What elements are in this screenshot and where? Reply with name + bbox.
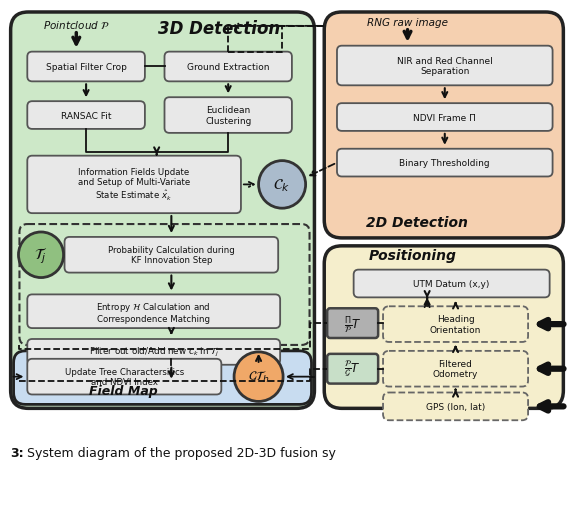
Text: Positioning: Positioning [369, 248, 456, 262]
FancyBboxPatch shape [324, 246, 563, 409]
FancyBboxPatch shape [327, 309, 378, 338]
Text: Update Tree Charactersitics
and NDVI Index: Update Tree Charactersitics and NDVI Ind… [65, 367, 184, 387]
Text: Binary Thresholding: Binary Thresholding [400, 159, 490, 168]
Text: Heading
Orientation: Heading Orientation [430, 315, 481, 334]
FancyBboxPatch shape [337, 46, 553, 86]
FancyBboxPatch shape [28, 53, 145, 82]
FancyBboxPatch shape [165, 53, 292, 82]
FancyBboxPatch shape [383, 393, 528, 420]
FancyBboxPatch shape [383, 351, 528, 387]
Text: UTM Datum (x,y): UTM Datum (x,y) [413, 279, 490, 288]
Text: $\mathcal{T}_j$: $\mathcal{T}_j$ [34, 245, 48, 265]
Text: Euclidean
Clustering: Euclidean Clustering [205, 106, 251, 126]
Circle shape [258, 161, 305, 209]
FancyBboxPatch shape [28, 295, 280, 328]
FancyBboxPatch shape [28, 157, 241, 214]
Text: $\frac{\Pi}{\mathcal{P}}T$: $\frac{\Pi}{\mathcal{P}}T$ [344, 313, 362, 334]
FancyBboxPatch shape [327, 354, 378, 384]
Text: $\mathcal{G}\mathcal{T}_h$: $\mathcal{G}\mathcal{T}_h$ [248, 369, 269, 384]
Text: 3D Detection: 3D Detection [158, 20, 281, 38]
Text: Filter out old/Add new $\mathcal{C}_k$ in $\mathcal{T}_j$: Filter out old/Add new $\mathcal{C}_k$ i… [89, 345, 219, 359]
FancyBboxPatch shape [64, 237, 278, 273]
Text: RNG raw image: RNG raw image [367, 18, 448, 28]
FancyBboxPatch shape [354, 270, 550, 298]
Text: Ground Extraction: Ground Extraction [187, 63, 269, 72]
Text: 2D Detection: 2D Detection [366, 216, 468, 230]
Text: Probability Calculation during
KF Innovation Step: Probability Calculation during KF Innova… [108, 245, 235, 265]
FancyBboxPatch shape [383, 307, 528, 342]
FancyBboxPatch shape [324, 13, 563, 238]
Text: Information Fields Update
and Setup of Multi-Variate
State Estimate $\hat{x}_k$: Information Fields Update and Setup of M… [78, 167, 190, 203]
Text: RANSAC Fit: RANSAC Fit [61, 111, 111, 120]
FancyBboxPatch shape [28, 339, 280, 365]
FancyBboxPatch shape [28, 359, 222, 395]
Text: System diagram of the proposed 2D-3D fusion sy: System diagram of the proposed 2D-3D fus… [24, 446, 336, 460]
Text: 3:: 3: [11, 446, 24, 460]
FancyBboxPatch shape [337, 149, 553, 177]
Text: Field Map: Field Map [89, 384, 158, 397]
Text: Filtered
Odometry: Filtered Odometry [433, 359, 478, 379]
Text: NIR and Red Channel
Separation: NIR and Red Channel Separation [397, 57, 492, 76]
FancyBboxPatch shape [165, 98, 292, 134]
Text: Pointcloud $\mathcal{P}$: Pointcloud $\mathcal{P}$ [43, 19, 110, 31]
FancyBboxPatch shape [14, 351, 312, 405]
Circle shape [234, 352, 283, 401]
Text: Entropy $\mathcal{H}$ Calculation and
Correspondence Matching: Entropy $\mathcal{H}$ Calculation and Co… [96, 300, 211, 323]
FancyBboxPatch shape [11, 13, 315, 409]
Text: NDVI Frame Π: NDVI Frame Π [413, 113, 476, 122]
Text: $\mathcal{C}_k$: $\mathcal{C}_k$ [273, 177, 291, 193]
Text: Spatial Filter Crop: Spatial Filter Crop [46, 63, 126, 72]
Text: GPS (lon, lat): GPS (lon, lat) [426, 402, 485, 411]
Circle shape [18, 232, 64, 278]
FancyBboxPatch shape [28, 102, 145, 130]
Text: $\frac{\mathcal{P}}{\mathcal{G}}T$: $\frac{\mathcal{P}}{\mathcal{G}}T$ [344, 359, 361, 379]
FancyBboxPatch shape [337, 104, 553, 132]
